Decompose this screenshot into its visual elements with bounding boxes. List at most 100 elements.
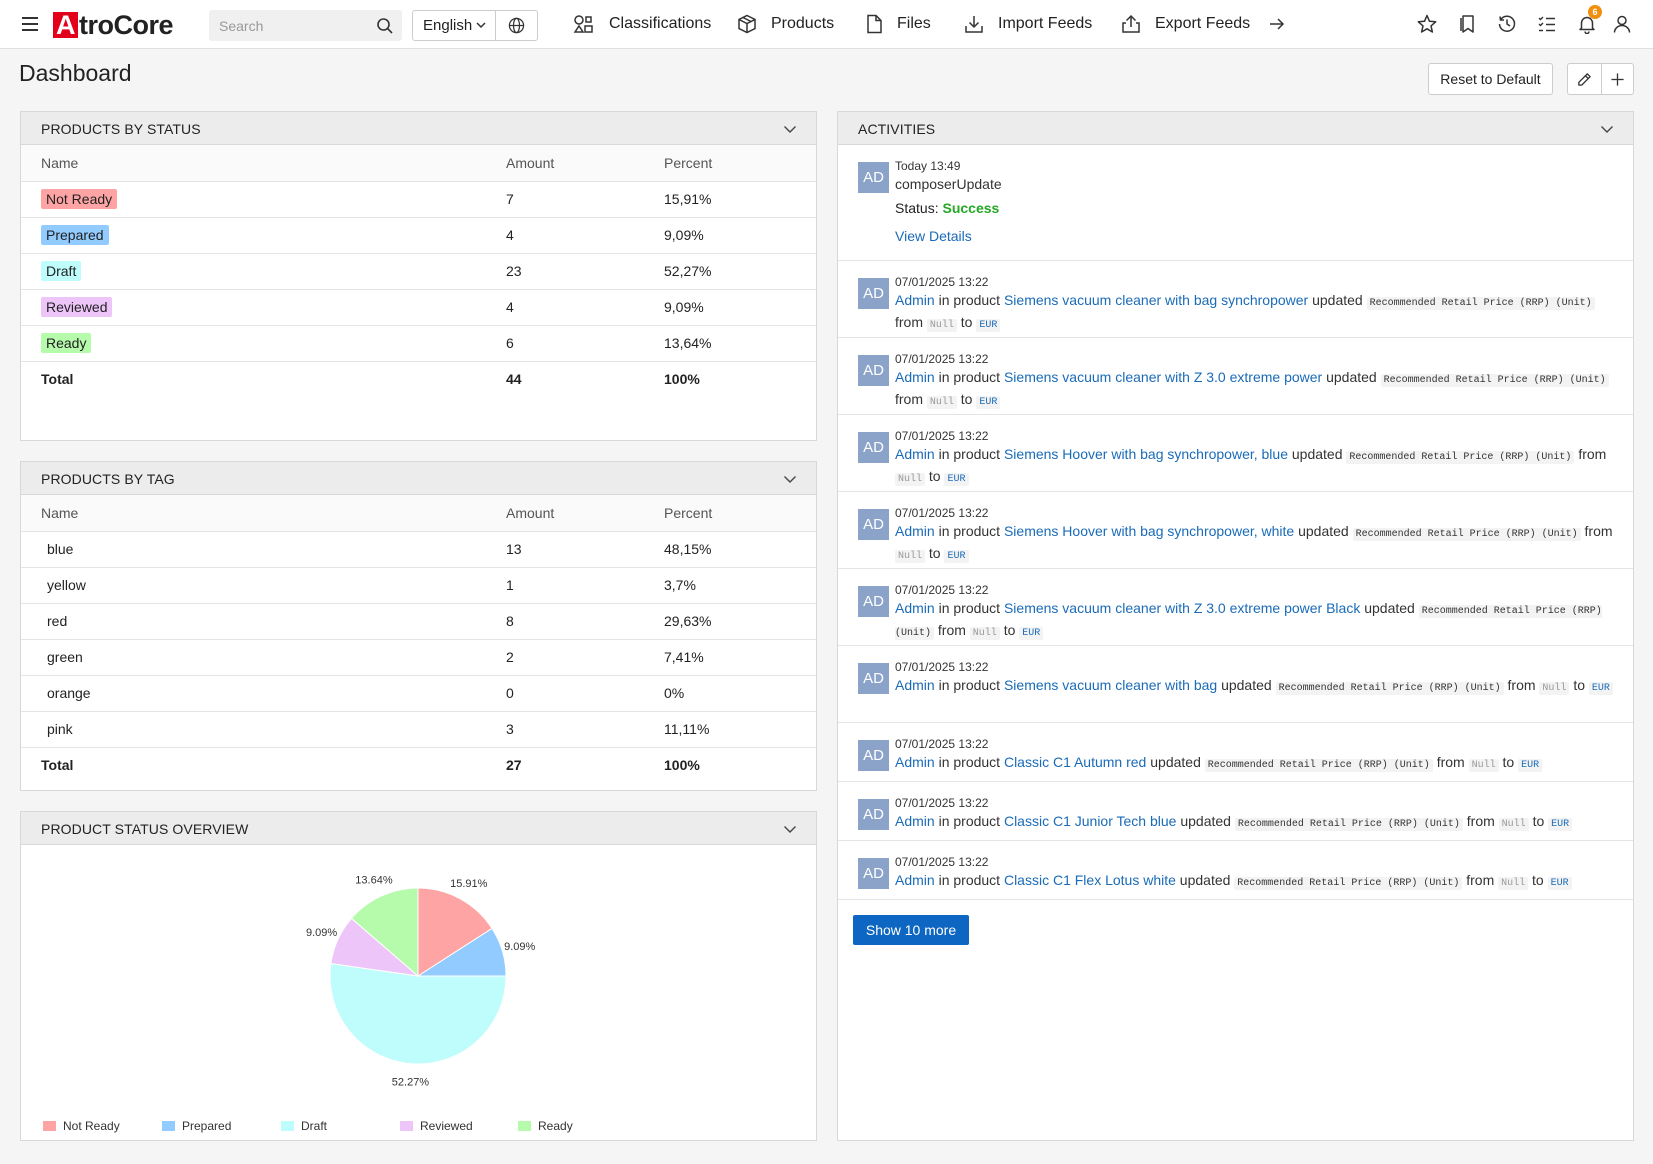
add-dashlet-button[interactable] [1600,64,1634,94]
table-row: Reviewed 4 9,09% [21,289,816,326]
legend-item[interactable]: Prepared [162,1119,231,1133]
user-link[interactable]: Admin [895,677,935,693]
avatar[interactable]: AD [858,740,889,771]
tasks-icon[interactable] [1536,13,1558,35]
field-name: Recommended Retail Price (RRP) (Unit) [1234,877,1463,890]
amount-cell: 0 [506,675,664,712]
legend-item[interactable]: Ready [518,1119,573,1133]
product-link[interactable]: Classic C1 Junior Tech blue [1003,813,1177,829]
legend-label: Draft [301,1119,328,1133]
product-link[interactable]: Classic C1 Flex Lotus white [1003,872,1176,888]
amount-cell: 6 [506,325,664,362]
pie-slice-ready[interactable] [350,887,419,978]
table-row: green 2 7,41% [21,639,816,676]
legend-item[interactable]: Draft [281,1119,327,1133]
tag-name: pink [47,721,73,737]
panel-header: PRODUCT STATUS OVERVIEW [21,812,816,845]
search-icon[interactable] [376,17,394,35]
amount-cell: 4 [506,289,664,326]
user-link[interactable]: Admin [895,600,935,616]
activity-time: 07/01/2025 13:22 [895,352,989,366]
nav-files[interactable]: Files [865,0,931,48]
legend-swatch [43,1121,56,1131]
chevron-down-icon[interactable] [1599,121,1615,137]
panel-title: PRODUCTS BY TAG [41,471,175,487]
activity-verb: to [1502,754,1515,770]
history-icon[interactable] [1496,13,1518,35]
percent-cell: 11,11% [664,711,816,748]
old-value: Null [1539,682,1570,695]
user-link[interactable]: Admin [895,292,935,308]
activity-verb: to [1532,813,1545,829]
avatar[interactable]: AD [858,799,889,830]
chevron-down-icon[interactable] [782,471,798,487]
product-link[interactable]: Siemens vacuum cleaner with bag synchrop… [1003,292,1309,308]
amount-cell: 7 [506,181,664,218]
activity-verb: to [1573,677,1585,693]
user-link[interactable]: Admin [895,754,935,770]
product-link[interactable]: Siemens Hoover with bag synchropower, bl… [1003,446,1288,462]
avatar[interactable]: AD [858,858,889,889]
table-total-row: Total 27 100% [41,757,700,774]
percent-cell: 29,63% [664,603,816,640]
avatar[interactable]: AD [858,663,889,694]
nav-products[interactable]: Products [737,0,834,48]
activity-text: Admin in product Siemens Hoover with bag… [895,522,1613,566]
legend-item[interactable]: Not Ready [43,1119,120,1133]
activity-verb: from [937,622,966,638]
pie-slice-draft[interactable] [329,962,507,1065]
menu-icon[interactable] [22,17,38,31]
chevron-down-icon[interactable] [782,121,798,137]
bookmarks-icon[interactable] [1456,13,1478,35]
avatar[interactable]: AD [858,509,889,540]
pie-slice-not-ready[interactable] [417,887,493,977]
avatar[interactable]: AD [858,162,889,193]
percent-cell: 0% [664,675,816,712]
nav-classifications[interactable]: Classifications [573,0,711,48]
activity-text: Admin in product Siemens Hoover with bag… [895,445,1613,489]
show-more-button[interactable]: Show 10 more [853,915,969,945]
table-row: Not Ready 7 15,91% [21,181,816,218]
user-link[interactable]: Admin [895,523,935,539]
product-link[interactable]: Siemens vacuum cleaner with Z 3.0 extrem… [1003,369,1323,385]
view-details-link[interactable]: View Details [895,228,972,244]
chevron-down-icon[interactable] [782,821,798,837]
user-link[interactable]: Admin [895,872,935,888]
tag-name: yellow [47,577,86,593]
product-link[interactable]: Classic C1 Autumn red [1003,754,1147,770]
avatar[interactable]: AD [858,432,889,463]
nav-import-feeds[interactable]: Import Feeds [964,0,1092,48]
nav-export-feeds[interactable]: Export Feeds [1121,0,1250,48]
user-link[interactable]: Admin [895,446,935,462]
panel-title: PRODUCTS BY STATUS [41,121,201,137]
legend-item[interactable]: Reviewed [400,1119,473,1133]
product-link[interactable]: Siemens Hoover with bag synchropower, wh… [1003,523,1295,539]
avatar[interactable]: AD [858,278,889,309]
dashboard-actions [1567,63,1634,95]
user-link[interactable]: Admin [895,369,935,385]
language-select[interactable]: English [413,11,496,40]
activity-item: AD 07/01/2025 13:22 Admin in product Sieme… [838,415,1633,492]
legend-label: Ready [538,1119,573,1133]
product-link[interactable]: Siemens vacuum cleaner with bag [1003,677,1218,693]
status-badge: Reviewed [41,297,113,317]
arrow-right-icon[interactable] [1268,15,1286,33]
amount-cell: 23 [506,253,664,290]
activity-time: Today 13:49 [895,159,961,173]
activity-item: AD 07/01/2025 13:22 Admin in product Sieme… [838,569,1633,646]
reset-to-default-button[interactable]: Reset to Default [1428,63,1553,95]
product-link[interactable]: Siemens vacuum cleaner with Z 3.0 extrem… [1003,600,1361,616]
avatar[interactable]: AD [858,355,889,386]
search-input[interactable] [219,10,369,41]
activity-verb: from [1578,446,1607,462]
globe-icon[interactable] [496,11,537,40]
star-icon[interactable] [1416,13,1438,35]
percent-cell: 15,91% [664,181,816,218]
column-header-amount: Amount [506,145,664,182]
user-link[interactable]: Admin [895,813,935,829]
avatar[interactable]: AD [858,586,889,617]
edit-dashboard-button[interactable] [1568,64,1601,94]
notifications-icon[interactable]: 6 [1576,5,1602,35]
user-icon[interactable] [1611,13,1633,35]
